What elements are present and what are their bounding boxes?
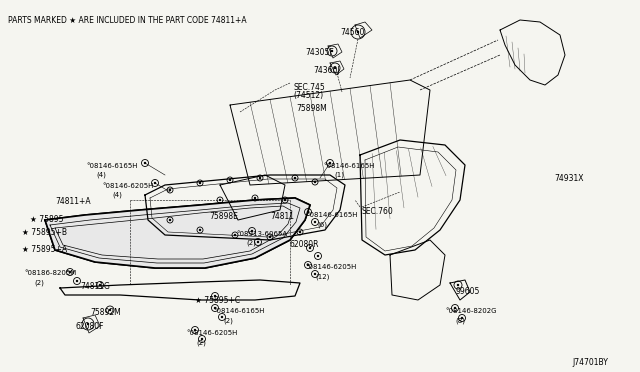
Text: (2): (2) — [223, 317, 233, 324]
Circle shape — [219, 199, 221, 201]
Text: 74931X: 74931X — [554, 174, 584, 183]
Circle shape — [309, 247, 311, 249]
Text: 62080R: 62080R — [290, 240, 319, 249]
Circle shape — [254, 197, 256, 199]
Text: 74560: 74560 — [340, 28, 364, 37]
Text: ★ 75895+B: ★ 75895+B — [22, 228, 67, 237]
Circle shape — [259, 177, 261, 179]
Circle shape — [269, 236, 271, 238]
Text: (4): (4) — [112, 192, 122, 199]
Text: (2): (2) — [34, 279, 44, 285]
Circle shape — [461, 317, 463, 319]
Circle shape — [307, 264, 309, 266]
Circle shape — [329, 162, 332, 164]
Text: PARTS MARKED ★ ARE INCLUDED IN THE PART CODE 74811+A: PARTS MARKED ★ ARE INCLUDED IN THE PART … — [8, 16, 246, 25]
Text: (2): (2) — [196, 339, 206, 346]
Text: (1): (1) — [334, 172, 344, 179]
Circle shape — [284, 199, 286, 201]
Circle shape — [314, 221, 316, 223]
Circle shape — [214, 307, 216, 309]
Text: 75892M: 75892M — [90, 308, 121, 317]
Text: °08146-6165H: °08146-6165H — [306, 212, 358, 218]
Circle shape — [99, 284, 101, 286]
Text: 99605: 99605 — [456, 287, 481, 296]
Circle shape — [299, 231, 301, 233]
Text: °08146-6165H: °08146-6165H — [213, 308, 264, 314]
Circle shape — [229, 179, 231, 181]
Circle shape — [169, 189, 172, 191]
Circle shape — [294, 177, 296, 179]
Circle shape — [76, 280, 78, 282]
Circle shape — [331, 50, 333, 52]
Text: ★ 75895+C: ★ 75895+C — [195, 296, 240, 305]
Circle shape — [169, 219, 172, 221]
Text: (4): (4) — [96, 172, 106, 179]
Circle shape — [457, 284, 460, 286]
Circle shape — [144, 162, 146, 164]
Circle shape — [314, 181, 316, 183]
Circle shape — [357, 31, 359, 33]
Text: °08146-8202G: °08146-8202G — [445, 308, 497, 314]
Polygon shape — [45, 198, 310, 268]
Circle shape — [201, 338, 204, 340]
Circle shape — [334, 67, 336, 69]
Text: (2): (2) — [246, 240, 256, 247]
Text: (6): (6) — [317, 221, 327, 228]
Circle shape — [257, 241, 259, 243]
Text: 75898E: 75898E — [209, 212, 238, 221]
Circle shape — [214, 295, 216, 297]
Circle shape — [87, 323, 89, 325]
Text: SEC.745: SEC.745 — [293, 83, 324, 92]
Circle shape — [109, 309, 111, 311]
Circle shape — [234, 234, 236, 236]
Circle shape — [69, 271, 71, 273]
Text: °08146-6165H: °08146-6165H — [86, 163, 138, 169]
Text: (8): (8) — [455, 317, 465, 324]
Text: ★ 75895: ★ 75895 — [30, 215, 63, 224]
Text: °08913-6065A: °08913-6065A — [236, 231, 287, 237]
Text: °08146-6165H: °08146-6165H — [323, 163, 374, 169]
Text: (12): (12) — [315, 273, 330, 279]
Text: °08146-6205H: °08146-6205H — [186, 330, 237, 336]
Text: 75898M: 75898M — [296, 104, 327, 113]
Text: °08146-6205H: °08146-6205H — [305, 264, 356, 270]
Circle shape — [307, 211, 309, 213]
Circle shape — [314, 273, 316, 275]
Text: 62080F: 62080F — [76, 322, 104, 331]
Text: 74811G: 74811G — [80, 282, 110, 291]
Circle shape — [317, 255, 319, 257]
Text: 74811: 74811 — [270, 212, 294, 221]
Circle shape — [199, 182, 201, 184]
Text: 74360J: 74360J — [313, 66, 340, 75]
Circle shape — [154, 182, 156, 184]
Text: J74701BY: J74701BY — [572, 358, 608, 367]
Circle shape — [194, 329, 196, 331]
Text: °08146-6205H: °08146-6205H — [102, 183, 154, 189]
Text: 74305F: 74305F — [305, 48, 333, 57]
Text: °08186-8205M: °08186-8205M — [24, 270, 76, 276]
Circle shape — [454, 307, 456, 309]
Text: SEC.760: SEC.760 — [362, 207, 394, 216]
Circle shape — [251, 230, 253, 232]
Circle shape — [199, 229, 201, 231]
Text: 74811+A: 74811+A — [55, 197, 91, 206]
Circle shape — [221, 316, 223, 318]
Text: (74512): (74512) — [293, 91, 323, 100]
Text: ★ 75895+A: ★ 75895+A — [22, 245, 67, 254]
